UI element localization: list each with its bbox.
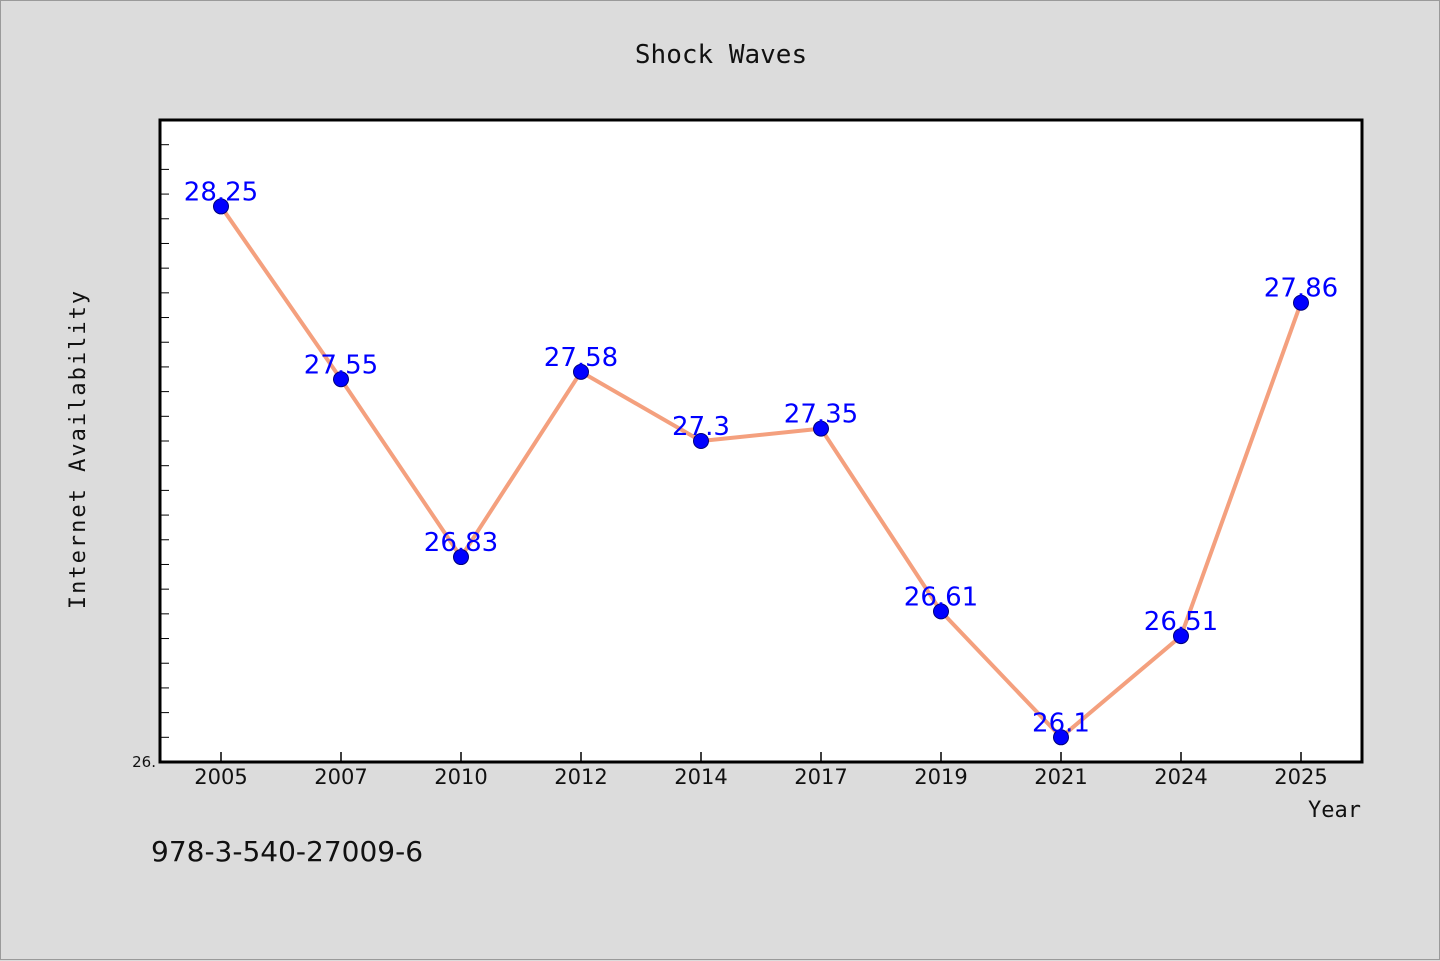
footer-id-text: 978-3-540-27009-6 <box>151 835 424 868</box>
y-axis-ticks: 26. <box>132 119 169 771</box>
series-points-group <box>213 198 1309 746</box>
chart-title: Shock Waves <box>635 40 807 70</box>
x-tick-label: 2007 <box>314 765 367 789</box>
data-labels-group: 28.25 27.55 26.83 27.58 27.3 27.35 26.61 26.1 26… <box>184 177 1338 738</box>
y-axis-label: Internet Availability <box>66 289 91 609</box>
x-tick-label: 2025 <box>1274 765 1327 789</box>
series-line-group <box>219 205 1303 740</box>
x-axis-ticks: 2005 2007 2010 2012 2014 2017 2019 2021 2024 2025 <box>194 752 1328 789</box>
data-point <box>1173 628 1189 645</box>
data-point <box>573 363 589 380</box>
x-tick-label: 2014 <box>674 765 727 789</box>
x-tick-label: 2019 <box>914 765 967 789</box>
data-label: 27.86 <box>1264 274 1338 304</box>
data-point <box>933 603 949 620</box>
data-point <box>333 371 349 388</box>
data-point <box>1053 729 1069 746</box>
plot-area <box>158 118 1364 764</box>
data-label: 27.35 <box>784 400 858 430</box>
x-tick-label: 2005 <box>194 765 247 789</box>
x-tick-label: 2010 <box>434 765 487 789</box>
data-point <box>213 198 229 215</box>
x-axis-label: Year <box>1308 798 1361 823</box>
x-tick-label: 2012 <box>554 765 607 789</box>
x-tick-label: 2024 <box>1154 765 1207 789</box>
data-label: 27.3 <box>672 412 730 442</box>
data-label: 26.61 <box>904 582 978 612</box>
x-tick-label: 2017 <box>794 765 847 789</box>
data-label: 27.55 <box>304 350 378 380</box>
data-label: 27.58 <box>544 343 618 373</box>
data-point <box>453 549 469 566</box>
data-point <box>813 420 829 437</box>
data-point <box>1293 294 1309 311</box>
data-label: 28.25 <box>184 177 258 207</box>
data-label: 26.51 <box>1144 607 1218 637</box>
data-point <box>693 433 709 449</box>
data-label: 26.83 <box>424 528 498 558</box>
y-tick-label: 26. <box>132 753 156 771</box>
series-line <box>219 205 1303 740</box>
data-label: 26.1 <box>1032 708 1090 738</box>
x-tick-label: 2021 <box>1034 765 1087 789</box>
